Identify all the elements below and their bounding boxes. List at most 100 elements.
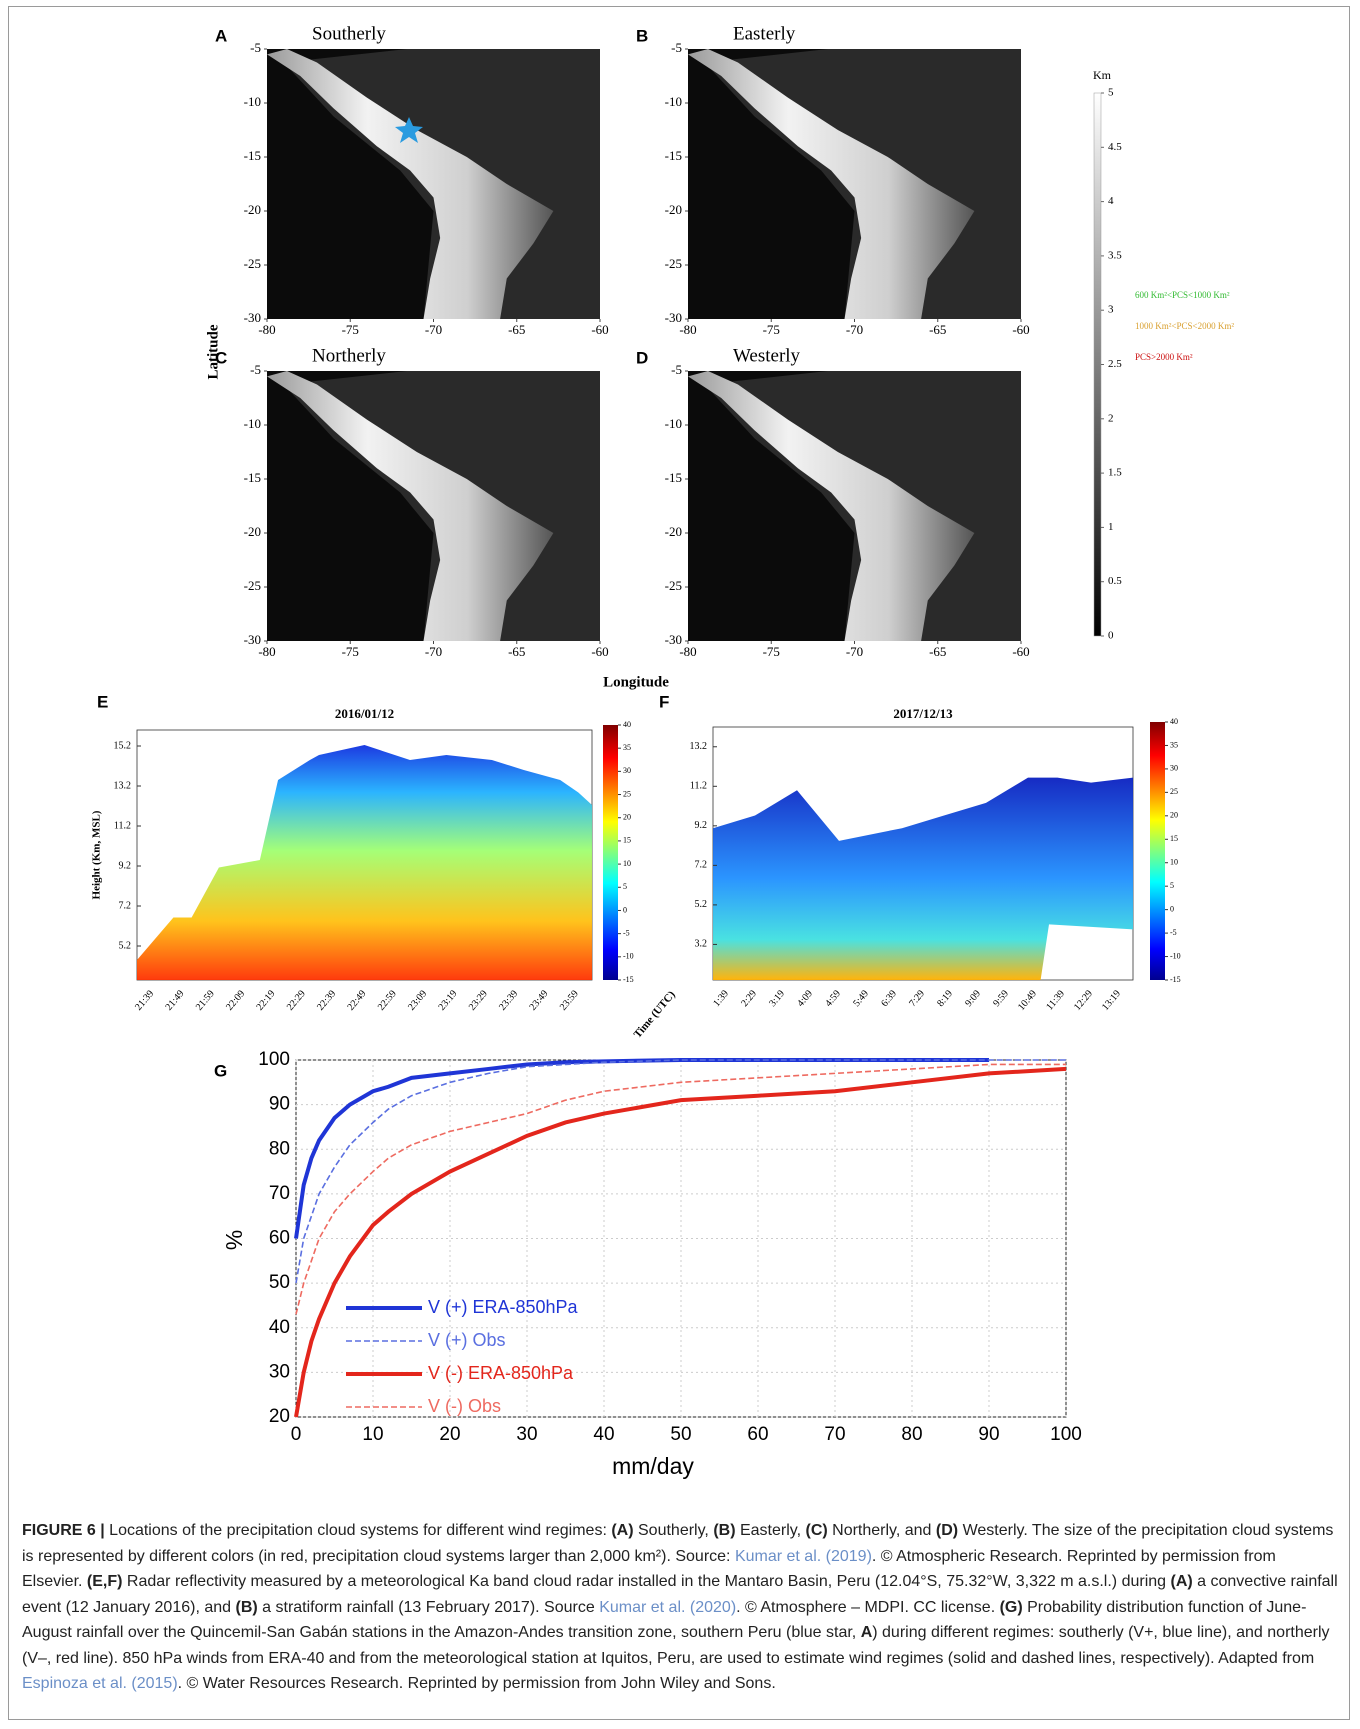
x-tick-label: -65 <box>508 644 525 659</box>
caption-plain: a stratiform rainfall (13 February 2017)… <box>257 1598 600 1616</box>
caption-bold: (C) <box>805 1522 828 1539</box>
y-tick-label: 13.2 <box>690 741 708 752</box>
x-tick-label: -75 <box>763 644 780 659</box>
caption-plain: Locations of the precipitation cloud sys… <box>104 1522 612 1539</box>
x-tick-label: -60 <box>1012 644 1029 659</box>
y-tick-label: -25 <box>244 578 261 593</box>
x-tick-label: 50 <box>670 1424 691 1445</box>
x-tick-label: -65 <box>508 322 525 337</box>
x-tick-label: -65 <box>929 644 946 659</box>
x-tick-label: -70 <box>425 644 442 659</box>
y-tick-label: 5.2 <box>119 940 132 951</box>
caption-bold: (G) <box>999 1598 1023 1616</box>
caption-link[interactable]: Kumar et al. (2019) <box>734 1547 872 1565</box>
x-tick-label: -65 <box>929 322 946 337</box>
panel-title: 2017/12/13 <box>893 706 953 721</box>
y-tick-label: 7.2 <box>119 900 132 911</box>
colorbar <box>603 725 618 980</box>
colorbar-tick-label: 5 <box>1170 881 1174 890</box>
caption-plain: . © Water Resources Research. Reprinted … <box>177 1675 776 1692</box>
time-label: 13:19 <box>1100 988 1123 1013</box>
y-tick-label: 11.2 <box>690 781 707 792</box>
y-tick-label: -20 <box>665 202 682 217</box>
time-label: 1:39 <box>711 988 731 1009</box>
radar-echo <box>137 745 592 980</box>
colorbar-tick-label: -15 <box>623 975 634 984</box>
colorbar-unit: Km <box>1093 68 1112 82</box>
caption-plain: . © Atmospheric Research. Reprinted by p… <box>22 1547 1276 1591</box>
time-label: 3:19 <box>767 988 787 1009</box>
caption-link[interactable]: Kumar et al. (2020) <box>599 1598 737 1616</box>
x-tick-label: 100 <box>1050 1424 1082 1445</box>
x-tick-label: -70 <box>425 322 442 337</box>
time-label: 22:09 <box>224 988 247 1013</box>
y-tick-label: -5 <box>250 362 261 377</box>
y-tick-label: -25 <box>665 256 682 271</box>
x-tick-label: -70 <box>846 322 863 337</box>
caption-bold: (B) <box>235 1598 258 1616</box>
axis-label: Time (UTC) <box>632 989 678 1041</box>
andes-elevation <box>267 371 554 641</box>
caption-plain: a convective rainfall event (12 January … <box>22 1573 1338 1616</box>
y-tick-label: -10 <box>665 416 682 431</box>
colorbar-tick-label: 5 <box>1108 87 1114 99</box>
y-tick-label: -20 <box>244 524 261 539</box>
colorbar-tick-label: 20 <box>623 813 631 822</box>
colorbar-tick-label: -10 <box>1170 951 1181 960</box>
colorbar-tick-label: 2 <box>1108 412 1114 424</box>
x-tick-label: -60 <box>1012 322 1029 337</box>
colorbar-tick-label: 0.5 <box>1108 575 1122 587</box>
colorbar-tick-label: 40 <box>623 720 631 729</box>
y-tick-label: 30 <box>269 1361 290 1382</box>
y-tick-label: 3.2 <box>695 939 708 950</box>
caption-plain: Radar reflectivity measured by a meteoro… <box>122 1573 1171 1590</box>
colorbar-tick-label: 10 <box>623 859 631 868</box>
y-tick-label: 70 <box>269 1183 290 1204</box>
caption-plain: . © Atmosphere – MDPI. CC license. <box>736 1598 1000 1616</box>
x-tick-label: 10 <box>362 1424 383 1445</box>
time-label: 23:29 <box>467 988 490 1013</box>
legend-label: V (-) Obs <box>428 1396 501 1416</box>
time-label: 6:39 <box>879 988 899 1009</box>
y-tick-label: 9.2 <box>695 820 708 831</box>
colorbar-tick-label: 1 <box>1108 521 1114 533</box>
y-tick-label: -15 <box>244 470 261 485</box>
colorbar-tick-label: 0 <box>1170 904 1174 913</box>
colorbar-tick-label: 4.5 <box>1108 141 1122 153</box>
caption-bold: (D) <box>935 1522 959 1539</box>
y-tick-label: 90 <box>269 1094 290 1115</box>
colorbar-tick-label: 3.5 <box>1108 249 1122 261</box>
x-tick-label: 30 <box>516 1424 537 1445</box>
time-label: 23:19 <box>436 988 459 1013</box>
andes-elevation <box>688 371 975 641</box>
colorbar-tick-label: 15 <box>623 836 631 845</box>
caption-bold: (A) <box>611 1522 634 1539</box>
x-tick-label: -80 <box>679 644 696 659</box>
legend-label: V (+) ERA-850hPa <box>428 1297 579 1317</box>
panel-letter: C <box>215 348 227 367</box>
panel-title: Northerly <box>312 345 386 366</box>
colorbar-tick-label: 20 <box>1170 811 1178 820</box>
time-label: 10:49 <box>1016 988 1039 1013</box>
time-label: 21:59 <box>194 988 217 1013</box>
y-tick-label: 80 <box>269 1138 290 1159</box>
time-label: 21:49 <box>163 988 186 1013</box>
time-label: 12:29 <box>1072 988 1095 1013</box>
andes-elevation <box>688 49 975 319</box>
y-tick-label: -5 <box>671 40 682 55</box>
y-tick-label: -20 <box>665 524 682 539</box>
time-label: 7:29 <box>907 988 927 1009</box>
caption-link[interactable]: Espinoza et al. (2015) <box>22 1675 178 1692</box>
colorbar <box>1150 722 1165 980</box>
time-label: 22:19 <box>254 988 277 1013</box>
caption-plain: Southerly, <box>633 1522 714 1539</box>
panel-title: 2016/01/12 <box>335 706 394 721</box>
x-tick-label: 80 <box>901 1424 922 1445</box>
radar-echo <box>713 777 1133 980</box>
y-tick-label: -5 <box>250 40 261 55</box>
blue-star <box>395 117 423 143</box>
colorbar-tick-label: 25 <box>1170 787 1178 796</box>
andes-elevation <box>267 49 554 319</box>
colorbar-tick-label: 30 <box>1170 764 1178 773</box>
axis-label: Latitude <box>205 324 221 379</box>
